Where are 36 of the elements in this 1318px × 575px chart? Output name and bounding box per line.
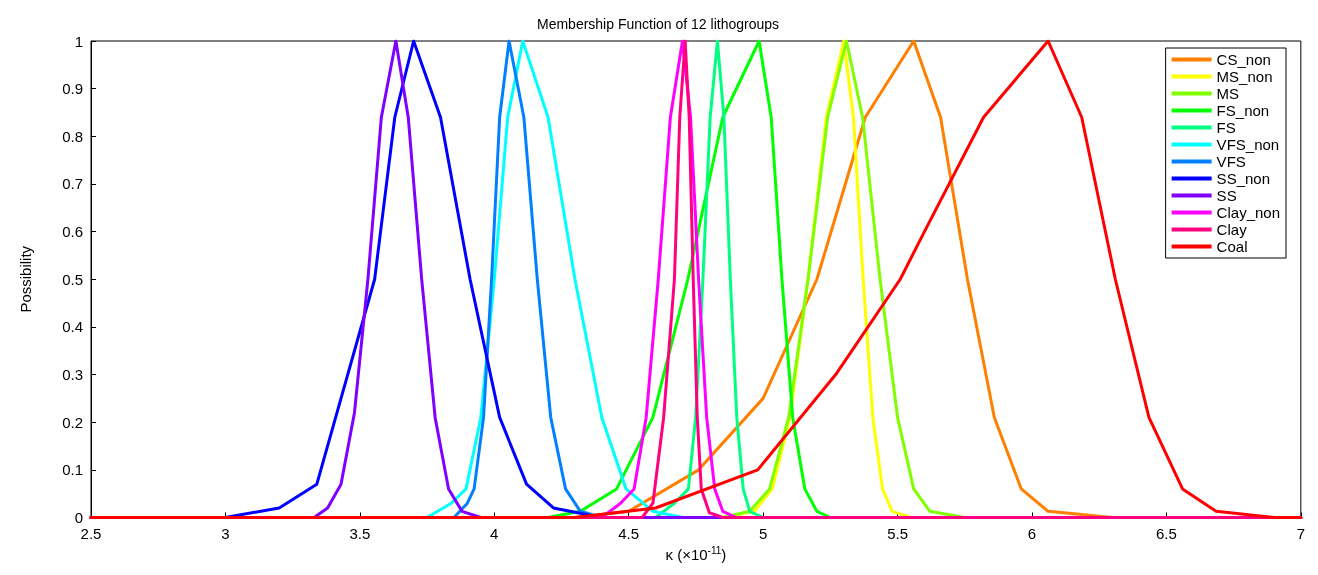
y-tick-label: 1: [74, 32, 83, 50]
x-tick-label: 3.5: [349, 524, 371, 542]
y-tick-label: 0.8: [62, 127, 83, 145]
y-tick-label: 0.2: [62, 413, 83, 431]
x-tick-label: 4.5: [618, 524, 640, 542]
y-tick-label: 0: [74, 509, 83, 526]
x-tick-label: 6.5: [1155, 524, 1177, 542]
y-tick-label: 0.9: [62, 80, 83, 98]
y-tick-label: 0.1: [62, 461, 83, 479]
x-tick-label: 5: [758, 524, 768, 542]
legend-label: MS: [1216, 85, 1240, 102]
line-series: [89, 39, 1303, 519]
y-tick-label: 0.5: [62, 270, 83, 288]
legend-label: SS: [1216, 187, 1237, 204]
y-tick-label: 0.7: [62, 175, 83, 193]
legend-label: FS: [1216, 119, 1236, 136]
y-tick-label: 0.6: [62, 223, 83, 241]
legend-label: Clay_non: [1216, 204, 1281, 221]
x-tick-label: 4: [490, 524, 499, 542]
legend-label: MS_non: [1216, 68, 1273, 85]
y-tick-label: 0.4: [62, 318, 83, 336]
legend-label: Clay: [1216, 221, 1248, 238]
x-tick-label: 5.5: [887, 524, 908, 542]
chart-title: Membership Function of 12 lithogroups: [536, 16, 780, 32]
x-tick-label: 3: [221, 524, 230, 542]
x-tick-label: 6: [1027, 524, 1037, 542]
legend-label: FS_non: [1216, 102, 1270, 119]
y-axis-title: Possibility: [17, 245, 34, 313]
y-tick-label: 0.3: [62, 366, 83, 384]
legend-label: VFS_non: [1216, 136, 1280, 153]
x-tick-label: 7: [1296, 524, 1305, 542]
x-tick-label: 2.5: [80, 524, 102, 542]
legend-label: Coal: [1216, 238, 1248, 255]
legend-label: CS_non: [1216, 51, 1271, 68]
legend-label: SS_non: [1216, 170, 1271, 187]
legend-label: VFS: [1216, 153, 1246, 170]
